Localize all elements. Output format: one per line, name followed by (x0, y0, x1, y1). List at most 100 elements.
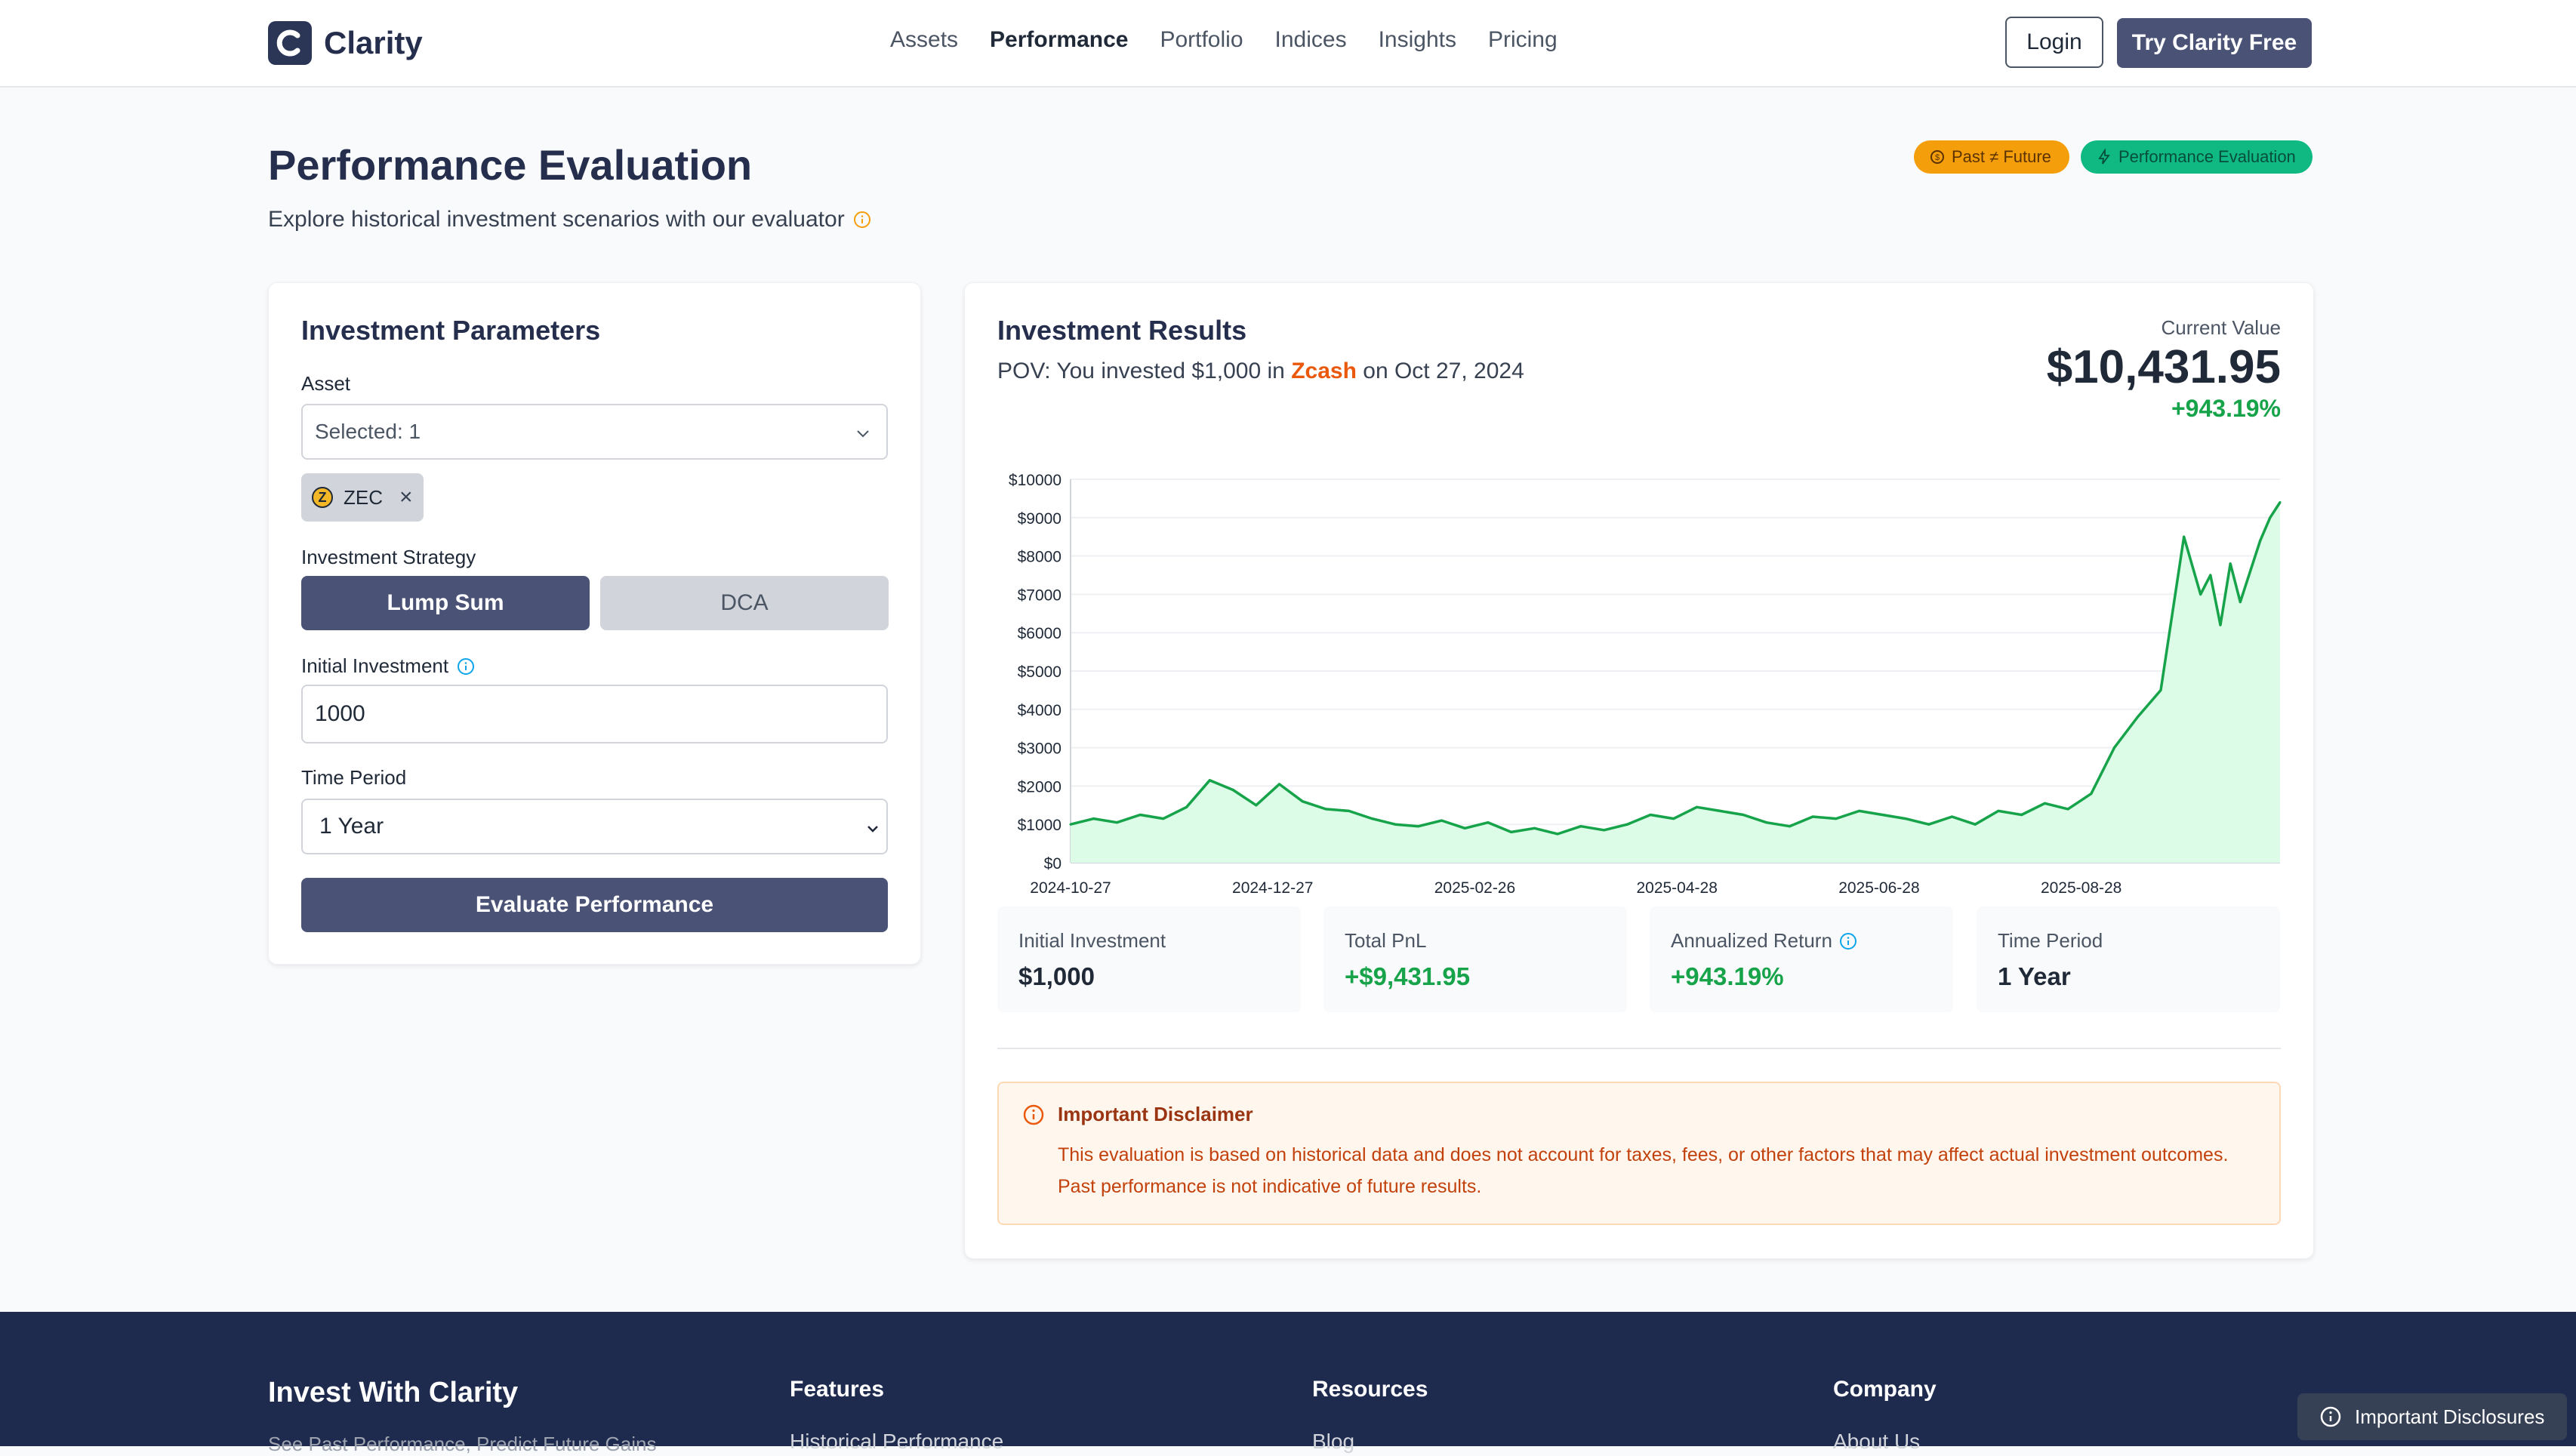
chart-data-point (1417, 825, 1420, 828)
stat-annualized-return: Annualized Return +943.19% (1650, 907, 1953, 1012)
investment-results-card: Investment Results POV: You invested $1,… (964, 282, 2314, 1259)
time-period-select[interactable]: 1 Year (301, 799, 888, 854)
chart-data-point (2066, 808, 2069, 811)
nav-link-performance[interactable]: Performance (990, 27, 1129, 52)
nav-link-portfolio[interactable]: Portfolio (1160, 27, 1243, 52)
chart-data-point (1742, 814, 1745, 816)
top-navbar: Clarity Assets Performance Portfolio Ind… (0, 0, 2576, 88)
clarity-logo-icon (268, 21, 312, 65)
strategy-dca-button[interactable]: DCA (600, 576, 889, 630)
nav-link-insights[interactable]: Insights (1378, 27, 1456, 52)
footer-company-heading: Company (1833, 1377, 1937, 1402)
nav-link-indices[interactable]: Indices (1274, 27, 1347, 52)
login-button[interactable]: Login (2005, 17, 2103, 68)
chart-data-point (1208, 779, 1211, 782)
x-tick-label: 2025-06-28 (1838, 879, 1919, 894)
info-icon[interactable] (1838, 931, 1858, 951)
info-icon[interactable] (852, 210, 872, 229)
asset-select-value: Selected: 1 (315, 420, 421, 443)
important-disclosures-label: Important Disclosures (2355, 1405, 2545, 1428)
main-nav: Assets Performance Portfolio Indices Ins… (890, 27, 1558, 53)
chart-data-point (1881, 814, 1884, 816)
footer-link-blog[interactable]: Blog (1312, 1430, 1355, 1453)
chart-data-point (1579, 825, 1582, 828)
chart-data-point (1533, 827, 1536, 830)
disclaimer-text: This evaluation is based on historical d… (1058, 1139, 2251, 1202)
badge-performance-label: Performance Evaluation (2118, 147, 2296, 166)
chart-data-point (2229, 562, 2232, 565)
nav-link-pricing[interactable]: Pricing (1487, 27, 1558, 52)
y-tick-label: $7000 (1018, 586, 1062, 604)
stat-total-pnl: Total PnL +$9,431.95 (1323, 907, 1627, 1012)
nav-link-assets[interactable]: Assets (890, 27, 959, 52)
chart-data-point (1835, 817, 1838, 820)
initial-investment-label: Initial Investment (301, 654, 476, 678)
info-icon[interactable] (456, 657, 476, 676)
chart-data-point (1394, 823, 1397, 826)
stat-label: Initial Investment (1018, 929, 1166, 952)
time-period-value: 1 Year (319, 814, 384, 839)
brand-name: Clarity (324, 25, 423, 60)
chart-data-point (2269, 516, 2272, 519)
footer-link-about-us[interactable]: About Us (1833, 1430, 1921, 1453)
chart-data-point (1069, 823, 1072, 826)
asset-select[interactable]: Selected: 1 (301, 404, 888, 460)
footer-link-historical-performance[interactable]: Historical Performance (790, 1430, 1004, 1453)
chart-data-point (1348, 809, 1351, 812)
y-tick-label: $10000 (1009, 472, 1062, 489)
chart-data-point (1255, 804, 1258, 807)
pov-asset[interactable]: Zcash (1291, 359, 1357, 383)
initial-investment-input[interactable] (301, 685, 888, 743)
y-tick-label: $3000 (1018, 740, 1062, 758)
chart-data-point (1718, 809, 1721, 812)
stat-time-period: Time Period 1 Year (1977, 907, 2280, 1012)
chart-data-point (1696, 805, 1699, 808)
important-disclosures-button[interactable]: Important Disclosures (2297, 1393, 2567, 1440)
chart-data-point (1370, 817, 1373, 820)
performance-chart: $10000 $9000 $8000 $7000 $6000 $5000 $4000 $300… (1009, 472, 2282, 894)
stat-value: $1,000 (1018, 962, 1095, 990)
chart-data-point (2183, 535, 2186, 538)
asset-chip-zec[interactable]: Z ZEC × (301, 473, 424, 522)
y-tick-label: $2000 (1018, 778, 1062, 796)
close-icon[interactable]: × (399, 485, 413, 509)
parameters-title: Investment Parameters (301, 315, 601, 346)
stat-label: Total PnL (1345, 929, 1427, 952)
chart-series-line (1070, 501, 2282, 836)
investment-parameters-card: Investment Parameters Asset Selected: 1 … (268, 282, 921, 965)
chart-data-point (1788, 825, 1791, 828)
chart-data-point (1927, 823, 1930, 826)
chart-data-point (1185, 805, 1188, 808)
chart-data-point (1139, 814, 1142, 816)
chevron-down-icon (857, 430, 869, 438)
try-clarity-button[interactable]: Try Clarity Free (2117, 18, 2312, 68)
chart-data-point (1625, 823, 1628, 826)
important-disclaimer: Important Disclaimer This evaluation is … (997, 1082, 2281, 1225)
chart-data-point (1278, 783, 1281, 786)
pov-text: POV: You invested $1,000 in Zcash on Oct… (997, 359, 1524, 384)
pov-suffix: on Oct 27, 2024 (1363, 359, 1524, 383)
chart-data-point (1811, 815, 1814, 818)
chart-data-point (1603, 829, 1606, 832)
y-tick-label: $5000 (1018, 663, 1062, 681)
chart-data-point (1487, 821, 1490, 824)
evaluate-performance-button[interactable]: Evaluate Performance (301, 878, 888, 932)
chart-data-point (1231, 788, 1234, 791)
badge-performance-evaluation: Performance Evaluation (2081, 140, 2313, 174)
y-tick-label: $4000 (1018, 702, 1062, 719)
strategy-lump-sum-button[interactable]: Lump Sum (301, 576, 590, 630)
zcash-coin-icon: Z (312, 487, 333, 508)
y-tick-label: $0 (1044, 855, 1062, 873)
initial-investment-label-text: Initial Investment (301, 654, 449, 677)
x-tick-label: 2025-08-28 (2041, 879, 2122, 894)
badge-past-future: $ Past ≠ Future (1914, 140, 2069, 174)
chart-data-point (2239, 601, 2242, 604)
chart-data-point (1324, 808, 1327, 811)
x-tick-label: 2025-02-26 (1434, 879, 1515, 894)
info-icon (1023, 1104, 1044, 1125)
coin-icon: $ (1930, 150, 1944, 164)
brand-logo[interactable]: Clarity (268, 21, 423, 65)
page-subtitle: Explore historical investment scenarios … (268, 207, 872, 232)
chart-data-point (2199, 593, 2202, 596)
chart-data-point (2090, 793, 2093, 796)
